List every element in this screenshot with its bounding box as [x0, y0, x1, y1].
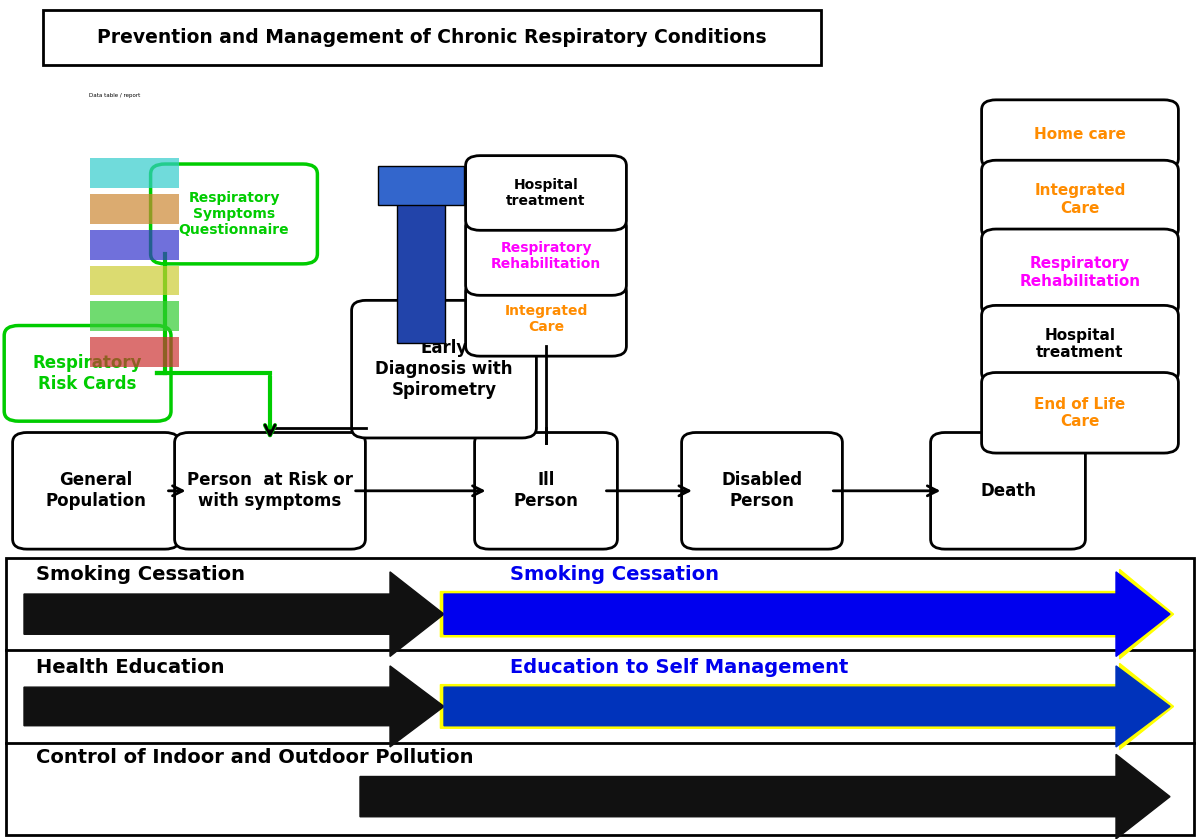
FancyBboxPatch shape — [12, 433, 180, 550]
Text: Respiratory
Rehabilitation: Respiratory Rehabilitation — [491, 241, 601, 271]
FancyBboxPatch shape — [4, 326, 172, 421]
Bar — [90, 230, 180, 259]
Polygon shape — [444, 572, 1170, 656]
Text: Home care: Home care — [1034, 127, 1126, 142]
Text: Smoking Cessation: Smoking Cessation — [510, 565, 719, 584]
Text: End of Life
Care: End of Life Care — [1034, 397, 1126, 429]
FancyBboxPatch shape — [982, 305, 1178, 383]
FancyBboxPatch shape — [466, 156, 626, 230]
FancyBboxPatch shape — [6, 558, 1194, 835]
FancyBboxPatch shape — [151, 164, 318, 263]
FancyBboxPatch shape — [475, 433, 618, 550]
Polygon shape — [444, 666, 1170, 747]
Text: Hospital
treatment: Hospital treatment — [506, 178, 586, 208]
Text: Early
Diagnosis with
Spirometry: Early Diagnosis with Spirometry — [376, 339, 512, 399]
Text: Control of Indoor and Outdoor Pollution: Control of Indoor and Outdoor Pollution — [36, 748, 474, 767]
Text: Health Education: Health Education — [36, 658, 224, 676]
Polygon shape — [360, 754, 1170, 839]
Text: Integrated
Care: Integrated Care — [1034, 184, 1126, 216]
Polygon shape — [440, 664, 1174, 749]
Bar — [378, 166, 464, 205]
Bar — [90, 194, 180, 224]
Polygon shape — [440, 570, 1174, 659]
FancyBboxPatch shape — [352, 300, 536, 438]
FancyBboxPatch shape — [982, 373, 1178, 453]
Text: Respiratory
Rehabilitation: Respiratory Rehabilitation — [1020, 257, 1140, 289]
Polygon shape — [24, 666, 444, 747]
Polygon shape — [24, 572, 444, 656]
Text: Person  at Risk or
with symptoms: Person at Risk or with symptoms — [187, 472, 353, 510]
Bar — [90, 301, 180, 331]
Text: Ill
Person: Ill Person — [514, 472, 578, 510]
Text: Hospital
treatment: Hospital treatment — [1037, 328, 1123, 360]
Text: General
Population: General Population — [46, 472, 146, 510]
Text: Data table / report: Data table / report — [89, 93, 140, 98]
Text: Education to Self Management: Education to Self Management — [510, 658, 848, 676]
FancyBboxPatch shape — [982, 160, 1178, 239]
Text: Smoking Cessation: Smoking Cessation — [36, 565, 245, 584]
Text: Integrated
Care: Integrated Care — [504, 304, 588, 334]
FancyBboxPatch shape — [682, 433, 842, 550]
Bar — [90, 159, 180, 188]
Text: Death: Death — [980, 482, 1036, 500]
Bar — [397, 187, 445, 342]
FancyBboxPatch shape — [175, 433, 365, 550]
Text: Disabled
Person: Disabled Person — [721, 472, 803, 510]
Bar — [90, 266, 180, 295]
Text: Respiratory
Risk Cards: Respiratory Risk Cards — [32, 354, 143, 393]
Text: Respiratory
Symptoms
Questionnaire: Respiratory Symptoms Questionnaire — [179, 190, 289, 237]
Text: Prevention and Management of Chronic Respiratory Conditions: Prevention and Management of Chronic Res… — [97, 29, 767, 47]
FancyBboxPatch shape — [982, 229, 1178, 316]
FancyBboxPatch shape — [466, 282, 626, 357]
Bar — [90, 337, 180, 367]
FancyBboxPatch shape — [43, 10, 821, 65]
FancyBboxPatch shape — [982, 100, 1178, 169]
FancyBboxPatch shape — [931, 433, 1085, 550]
FancyBboxPatch shape — [466, 216, 626, 295]
